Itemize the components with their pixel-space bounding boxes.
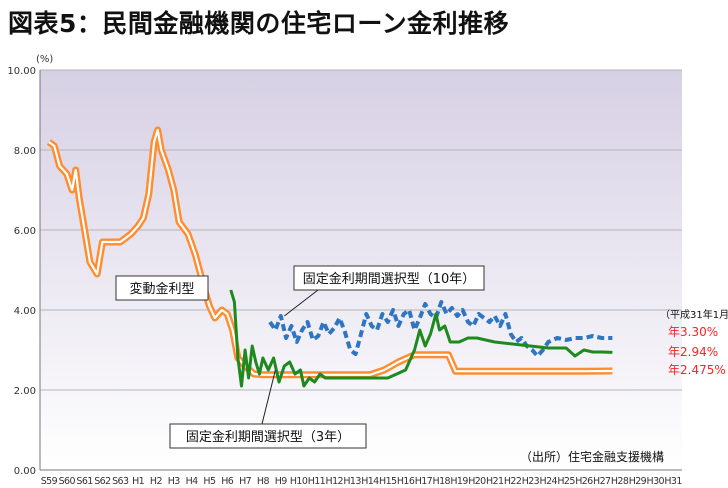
x-tick-label: H8 bbox=[257, 476, 270, 487]
x-tick-label: H6 bbox=[221, 476, 234, 487]
x-tick-label: H28 bbox=[611, 476, 629, 487]
source-note: （出所）住宅金融支援機構 bbox=[520, 449, 664, 464]
callout-fixed3-leader bbox=[261, 369, 276, 425]
y-tick-label: 2.00 bbox=[14, 386, 36, 397]
x-tick-label: H5 bbox=[203, 476, 216, 487]
as-of-label: （平成31年1月） bbox=[660, 308, 728, 321]
y-tick-label: 4.00 bbox=[14, 306, 36, 317]
y-tick-label: 10.00 bbox=[7, 66, 36, 77]
callout-variable-box bbox=[115, 275, 209, 301]
x-tick-label: H27 bbox=[593, 476, 611, 487]
axes: 0.00 2.00 4.00 6.00 8.00 10.00 S59 S60 S61 S62 S63… bbox=[7, 66, 683, 487]
end-label-fixed10: 年3.30% bbox=[668, 325, 718, 339]
x-tick-label: H9 bbox=[275, 476, 288, 487]
page-title: 図表5：民間金融機関の住宅ローン金利推移 bbox=[8, 9, 510, 38]
y-unit-label: (%) bbox=[36, 54, 53, 65]
x-tick-label: H20 bbox=[468, 476, 486, 487]
x-tick-label: H13 bbox=[343, 476, 361, 487]
x-tick-label: H1 bbox=[132, 476, 145, 487]
end-label-fixed3: 年2.94% bbox=[668, 345, 718, 359]
x-tick-label: S62 bbox=[94, 476, 111, 487]
callout-fixed3-box bbox=[169, 423, 367, 449]
x-tick-label: H3 bbox=[168, 476, 181, 487]
x-tick-label: H10 bbox=[290, 476, 308, 487]
x-tick-label: H29 bbox=[629, 476, 647, 487]
callout-fixed3-label: 固定金利期間選択型（3年） bbox=[186, 429, 350, 445]
callout-fixed10-label: 固定金利期間選択型（10年） bbox=[303, 271, 476, 287]
x-tick-label: S61 bbox=[76, 476, 93, 487]
series-fixed3-line bbox=[229, 289, 613, 388]
x-tick-label: H18 bbox=[433, 476, 451, 487]
x-tick-label: H30 bbox=[647, 476, 665, 487]
x-tick-label: H4 bbox=[186, 476, 199, 487]
x-tick-label: H19 bbox=[450, 476, 468, 487]
x-tick-label: H21 bbox=[486, 476, 504, 487]
callout-fixed10-leader bbox=[284, 289, 319, 317]
y-tick-label: 8.00 bbox=[14, 146, 36, 157]
x-tick-label: H11 bbox=[308, 476, 326, 487]
annotations: 変動金利型 固定金利期間選択型（10年） 固定金利期間選択型（3年） bbox=[115, 265, 485, 449]
end-label-variable: 年2.475% bbox=[668, 363, 726, 377]
x-tick-label: H16 bbox=[397, 476, 415, 487]
x-tick-label: S60 bbox=[59, 476, 76, 487]
x-tick-label: S59 bbox=[41, 476, 58, 487]
callout-variable-label: 変動金利型 bbox=[129, 281, 194, 297]
x-tick-label: S63 bbox=[112, 476, 129, 487]
x-tick-label: H17 bbox=[415, 476, 433, 487]
y-tick-label: 6.00 bbox=[14, 226, 36, 237]
x-tick-label: H7 bbox=[239, 476, 252, 487]
x-tick-label: H26 bbox=[575, 476, 593, 487]
x-tick-label: H2 bbox=[150, 476, 163, 487]
x-tick-label: H22 bbox=[504, 476, 522, 487]
x-tick-label: H31 bbox=[664, 476, 682, 487]
x-tick-label: H15 bbox=[379, 476, 397, 487]
callout-fixed10-box bbox=[293, 265, 485, 291]
x-tick-label: H14 bbox=[361, 476, 379, 487]
x-tick-label: H12 bbox=[326, 476, 344, 487]
series-fixed10-line bbox=[268, 300, 613, 358]
x-tick-label: H25 bbox=[557, 476, 575, 487]
x-tick-label: H24 bbox=[540, 476, 558, 487]
x-tick-label: H23 bbox=[522, 476, 540, 487]
y-tick-label: 0.00 bbox=[14, 466, 36, 477]
